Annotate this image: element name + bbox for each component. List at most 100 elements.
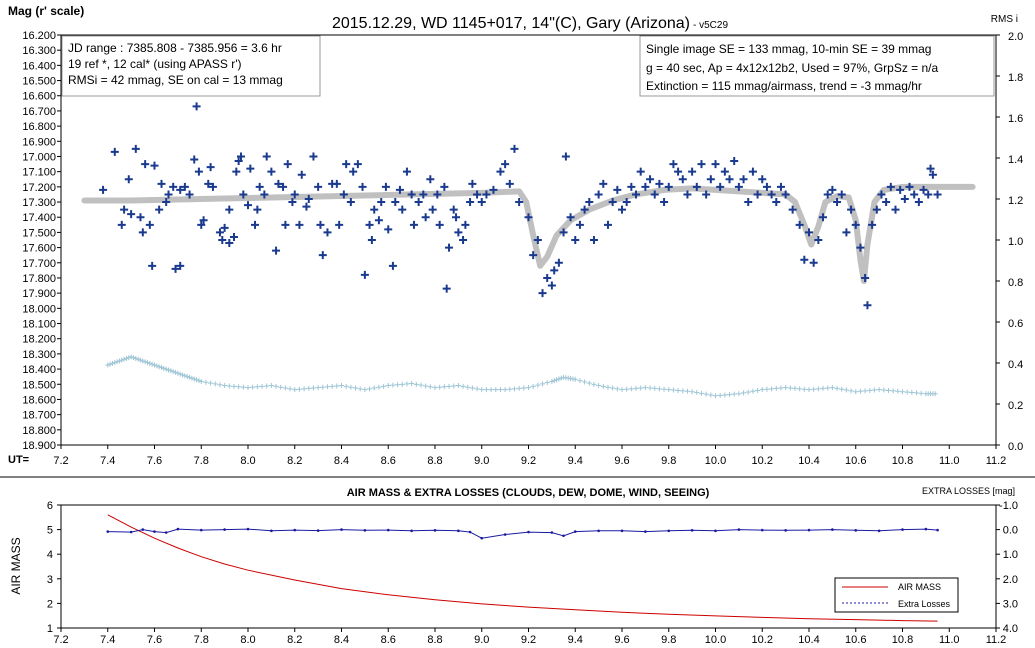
- magnitude-point: [566, 213, 575, 222]
- bottom-x-tick-label: 8.8: [427, 634, 442, 646]
- rms-point: [329, 383, 335, 389]
- top-x-tick-label: 10.2: [752, 455, 773, 467]
- rms-point: [577, 378, 583, 384]
- rms-point: [549, 378, 555, 384]
- rms-point: [582, 379, 588, 385]
- magnitude-point: [554, 258, 563, 267]
- magnitude-point: [180, 182, 189, 191]
- extra-losses-point: [129, 530, 133, 534]
- rms-point: [226, 383, 232, 389]
- magnitude-point: [730, 157, 739, 166]
- magnitude-point: [185, 190, 194, 199]
- rms-point: [140, 358, 146, 364]
- magnitude-point: [332, 179, 341, 188]
- rms-point: [521, 385, 527, 391]
- magnitude-point: [599, 179, 608, 188]
- top-left-y-tick-label: 16.600: [22, 91, 56, 103]
- rms-point: [820, 385, 826, 391]
- top-x-tick-label: 9.2: [521, 455, 536, 467]
- extra-losses-point: [246, 527, 250, 531]
- magnitude-point: [136, 213, 145, 222]
- rms-point: [647, 385, 653, 391]
- magnitude-point: [575, 220, 584, 229]
- magnitude-point: [603, 220, 612, 229]
- top-x-tick-label: 9.8: [661, 455, 676, 467]
- bottom-left-axis-label: AIR MASS: [9, 537, 23, 594]
- magnitude-point: [706, 175, 715, 184]
- bottom-x-tick-label: 9.6: [614, 634, 629, 646]
- rms-point: [904, 389, 910, 395]
- magnitude-point: [914, 198, 923, 207]
- magnitude-point: [155, 205, 164, 214]
- magnitude-point: [162, 198, 171, 207]
- extra-losses-point: [667, 529, 671, 533]
- rms-point: [198, 378, 204, 384]
- rms-point: [736, 391, 742, 397]
- magnitude-point: [192, 102, 201, 111]
- magnitude-point: [660, 198, 669, 207]
- top-left-y-tick-label: 18.700: [22, 410, 56, 422]
- magnitude-point: [896, 185, 905, 194]
- magnitude-point: [454, 228, 463, 237]
- top-x-tick-label: 9.0: [474, 455, 489, 467]
- rms-point: [526, 385, 531, 391]
- magnitude-point: [414, 198, 423, 207]
- annotation-box-right: [639, 35, 995, 97]
- top-x-tick-label: 10.8: [892, 455, 913, 467]
- magnitude-point: [767, 190, 776, 199]
- magnitude-point: [346, 198, 355, 207]
- magnitude-point: [274, 179, 283, 188]
- top-left-y-tick-label: 16.400: [22, 60, 56, 72]
- rms-point: [112, 360, 118, 366]
- top-left-y-tick-label: 17.800: [22, 273, 56, 285]
- top-left-y-tick-label: 17.000: [22, 151, 56, 163]
- rms-point: [310, 385, 316, 391]
- rms-point: [159, 365, 165, 371]
- rms-point: [292, 387, 298, 393]
- top-left-y-tick-label: 17.900: [22, 288, 56, 300]
- rms-point: [175, 370, 181, 376]
- magnitude-point: [561, 152, 570, 161]
- magnitude-point: [571, 236, 580, 244]
- magnitude-point: [204, 179, 213, 188]
- rms-point: [399, 381, 405, 387]
- rms-point: [142, 359, 148, 365]
- extra-losses-point: [784, 529, 787, 532]
- bottom-x-tick-label: 7.2: [53, 634, 68, 646]
- magnitude-point: [781, 190, 790, 199]
- magnitude-point: [847, 205, 856, 214]
- rms-point: [895, 388, 901, 394]
- rms-point: [189, 375, 195, 381]
- rms-point: [684, 388, 690, 394]
- magnitude-point: [646, 175, 655, 184]
- magnitude-point: [234, 157, 243, 166]
- magnitude-point: [232, 167, 241, 176]
- magnitude-point: [384, 225, 393, 234]
- rms-point: [890, 388, 896, 394]
- magnitude-point: [255, 182, 264, 191]
- magnitude-point: [805, 228, 813, 237]
- top-right-y-tick-label: 1.0: [1008, 236, 1023, 248]
- rms-point: [123, 355, 129, 361]
- top-left-y-tick-label: 17.500: [22, 227, 56, 239]
- extra-losses-point: [270, 529, 273, 533]
- rms-point: [194, 377, 200, 383]
- rms-point: [605, 384, 611, 390]
- magnitude-point: [225, 239, 234, 248]
- magnitude-point: [905, 182, 914, 191]
- bottom-chart-title: AIR MASS & EXTRA LOSSES (CLOUDS, DEW, DO…: [347, 487, 710, 499]
- rms-point: [180, 372, 186, 378]
- extra-losses-point: [760, 528, 764, 532]
- magnitude-point: [110, 147, 119, 156]
- legend-label-air-mass: AIR MASS: [898, 582, 941, 592]
- magnitude-point: [164, 190, 173, 199]
- top-left-y-tick-label: 18.300: [22, 349, 56, 361]
- bottom-right-y-tick-label: 1.0: [1003, 549, 1018, 561]
- rms-point: [114, 359, 120, 365]
- rms-point: [932, 391, 938, 397]
- rms-point: [128, 354, 134, 360]
- rms-point: [535, 382, 541, 388]
- magnitude-point: [538, 289, 547, 298]
- magnitude-point: [776, 182, 785, 191]
- magnitude-point: [127, 210, 136, 219]
